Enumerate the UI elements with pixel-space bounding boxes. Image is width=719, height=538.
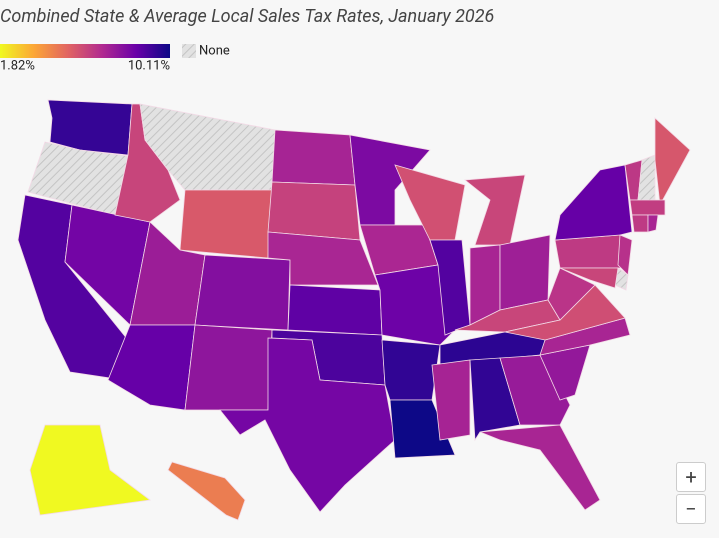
state[interactable] xyxy=(167,461,246,521)
legend-none: None xyxy=(199,43,230,58)
state[interactable] xyxy=(479,424,601,511)
legend-min: 1.82% xyxy=(0,58,35,73)
state[interactable] xyxy=(631,214,649,233)
state[interactable] xyxy=(267,181,361,241)
legend-max: 10.11% xyxy=(128,58,170,73)
zoom-in[interactable]: + xyxy=(676,462,706,492)
state[interactable] xyxy=(219,337,396,513)
state[interactable] xyxy=(107,324,196,411)
state[interactable] xyxy=(179,189,273,259)
state[interactable] xyxy=(29,424,152,516)
state[interactable] xyxy=(554,164,633,241)
legend-ramp xyxy=(0,44,170,58)
legend-none-swatch xyxy=(182,44,196,58)
state[interactable] xyxy=(647,214,659,233)
state[interactable] xyxy=(287,284,383,336)
state[interactable] xyxy=(381,339,441,401)
state[interactable] xyxy=(271,129,356,186)
state[interactable] xyxy=(389,399,456,459)
state[interactable] xyxy=(554,234,626,269)
state[interactable] xyxy=(629,199,666,216)
state[interactable] xyxy=(469,357,521,442)
state[interactable] xyxy=(463,174,526,246)
state[interactable] xyxy=(431,359,471,441)
state[interactable] xyxy=(194,254,291,331)
state[interactable] xyxy=(184,324,273,411)
state[interactable] xyxy=(547,267,596,321)
zoom-out[interactable]: − xyxy=(676,494,706,524)
state[interactable] xyxy=(654,117,691,207)
state[interactable] xyxy=(499,234,551,311)
state[interactable] xyxy=(559,267,619,289)
state[interactable] xyxy=(504,284,626,341)
map-title: Combined State & Average Local Sales Tax… xyxy=(0,6,495,27)
